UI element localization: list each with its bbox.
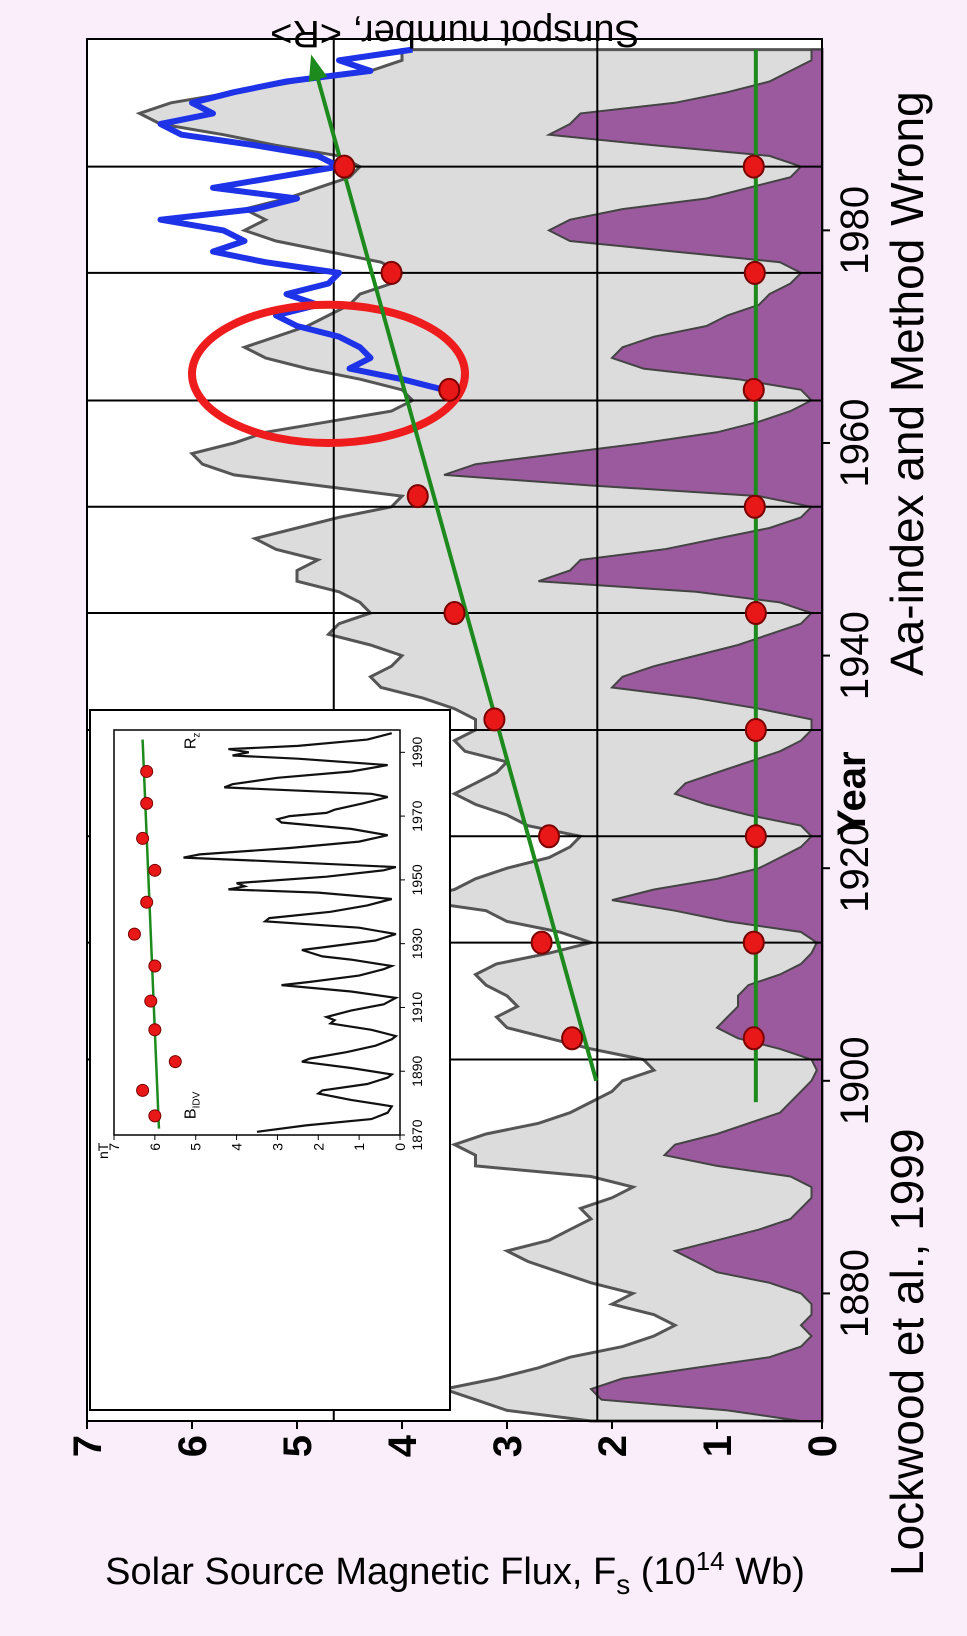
- x-tick-label: 1940: [833, 611, 877, 700]
- inset-data-point: [140, 895, 154, 909]
- y-tick-label: 5: [276, 1435, 320, 1457]
- inset-x-tick-label: 1870: [409, 1119, 425, 1150]
- lower-data-point: [742, 930, 765, 955]
- upper-data-point: [380, 260, 403, 285]
- inset-y-tick-label: 7: [106, 1143, 122, 1151]
- lower-data-point: [744, 824, 767, 849]
- inset-data-point: [140, 796, 154, 810]
- y-tick-label: 6: [171, 1435, 215, 1457]
- inset-bidv-label: BIDV: [183, 1091, 203, 1119]
- inset-data-point: [168, 1055, 182, 1069]
- x-tick-label: 1980: [833, 186, 877, 275]
- upper-data-point: [438, 377, 461, 402]
- inset-y-tick-label: 6: [147, 1143, 163, 1151]
- y-axis-title-left: Solar Source Magnetic Flux, Fs (1014 Wb): [105, 1546, 805, 1600]
- inset-y-tick-label: 2: [310, 1143, 326, 1151]
- inset-data-point: [148, 1023, 162, 1037]
- x-tick-label: 1960: [833, 398, 877, 487]
- inset-data-point: [127, 927, 141, 941]
- y-tick-label: 3: [486, 1435, 530, 1457]
- lower-data-point: [744, 718, 767, 742]
- inset-y-tick-label: 0: [392, 1143, 408, 1151]
- x-tick-label: 1900: [833, 1036, 877, 1125]
- inset-data-point: [140, 764, 154, 778]
- inset-unit-label: nT: [95, 1142, 111, 1159]
- y-tick-label: 1: [696, 1435, 740, 1457]
- trend-arrow-head: [308, 54, 328, 82]
- inset-rz-curve: [183, 732, 400, 1133]
- x-tick-label: 1920: [833, 824, 877, 913]
- y-tick-label: 4: [381, 1434, 425, 1457]
- inset-y-tick-label: 3: [269, 1143, 285, 1151]
- y-axis-title-right: Sunspot number, <R>: [270, 12, 640, 54]
- upper-data-point: [561, 1026, 584, 1051]
- inset-x-tick-label: 1990: [409, 737, 425, 768]
- inset-y-tick-label: 5: [188, 1143, 204, 1151]
- inset-x-tick-label: 1910: [409, 992, 425, 1023]
- inset-x-tick-label: 1970: [409, 800, 425, 831]
- y-tick-label: 0: [801, 1435, 845, 1457]
- upper-data-point: [406, 484, 429, 509]
- inset-frame: [113, 729, 401, 1136]
- y-tick-label: 2: [591, 1435, 635, 1457]
- blue-series-line: [157, 46, 457, 403]
- inset-y-tick-label: 1: [351, 1143, 367, 1151]
- inset-data-point: [148, 1109, 162, 1123]
- lower-data-point: [742, 1026, 765, 1051]
- lower-data-point: [742, 154, 765, 179]
- inset-y-tick-label: 4: [229, 1143, 245, 1151]
- inset-data-point: [136, 1083, 150, 1097]
- highlight-ellipse: [188, 300, 469, 447]
- upper-data-point: [443, 601, 466, 626]
- lower-data-point: [744, 601, 767, 626]
- inset-x-tick-label: 1950: [409, 864, 425, 895]
- x-axis-title: Year: [830, 751, 874, 836]
- lower-data-point: [743, 260, 766, 285]
- inset-rz-label: Rz: [183, 733, 203, 750]
- lower-data-point: [743, 494, 766, 519]
- upper-data-point: [538, 824, 560, 849]
- inset-panel: [89, 709, 451, 1411]
- y-tick-label: 7: [66, 1435, 110, 1457]
- upper-data-point: [333, 154, 356, 179]
- inset-data-point: [148, 863, 162, 877]
- lower-data-point: [742, 377, 765, 402]
- caption-lockwood: Lockwood et al., 1999: [881, 1128, 933, 1576]
- x-tick-label: 1880: [833, 1249, 877, 1338]
- inset-x-tick-label: 1890: [409, 1055, 425, 1086]
- inset-data-point: [148, 959, 162, 973]
- upper-trend-line: [310, 59, 599, 1082]
- caption-aa-index: Aa-index and Method Wrong: [881, 91, 933, 676]
- upper-data-point: [483, 707, 506, 732]
- inset-x-tick-label: 1930: [409, 928, 425, 959]
- inset-data-point: [136, 831, 150, 845]
- inset-data-point: [144, 994, 158, 1008]
- upper-data-point: [530, 930, 553, 955]
- plot-frame: [86, 38, 823, 1422]
